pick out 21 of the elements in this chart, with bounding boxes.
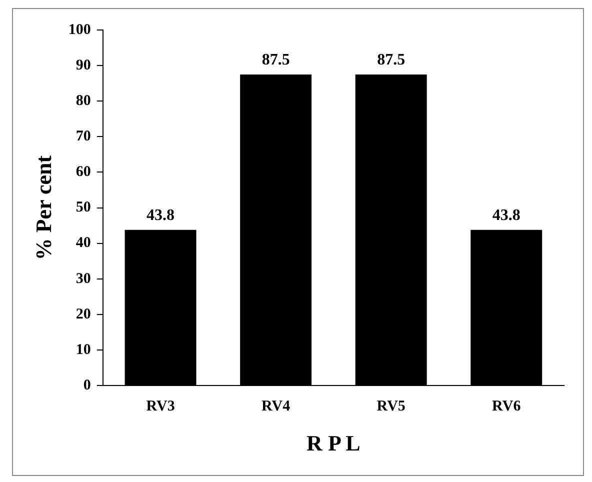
y-tick-label: 90 xyxy=(76,57,91,74)
x-tick-label: RV6 xyxy=(492,398,522,414)
y-tick-label: 10 xyxy=(76,342,91,358)
y-tick-label: 70 xyxy=(76,128,91,145)
y-tick-label: 40 xyxy=(76,235,91,252)
y-tick-label: 20 xyxy=(76,306,91,322)
data-label: 43.8 xyxy=(492,206,520,224)
y-tick-label: 0 xyxy=(83,377,91,394)
y-tick-label: 30 xyxy=(76,270,91,287)
y-tick-label: 50 xyxy=(76,200,91,216)
y-tick-label: 60 xyxy=(76,164,91,180)
x-tick-label: RV4 xyxy=(261,398,291,414)
x-tick-label: RV3 xyxy=(146,398,175,414)
data-label: 43.8 xyxy=(146,206,175,224)
y-tick-label: 100 xyxy=(68,22,91,38)
y-tick-label: 80 xyxy=(76,92,91,109)
x-axis-title: R P L xyxy=(306,430,360,456)
data-label: 87.5 xyxy=(262,52,290,69)
data-label: 87.5 xyxy=(377,52,406,69)
x-tick-label: RV5 xyxy=(376,398,406,414)
y-axis-title: % Per cent xyxy=(30,154,56,260)
